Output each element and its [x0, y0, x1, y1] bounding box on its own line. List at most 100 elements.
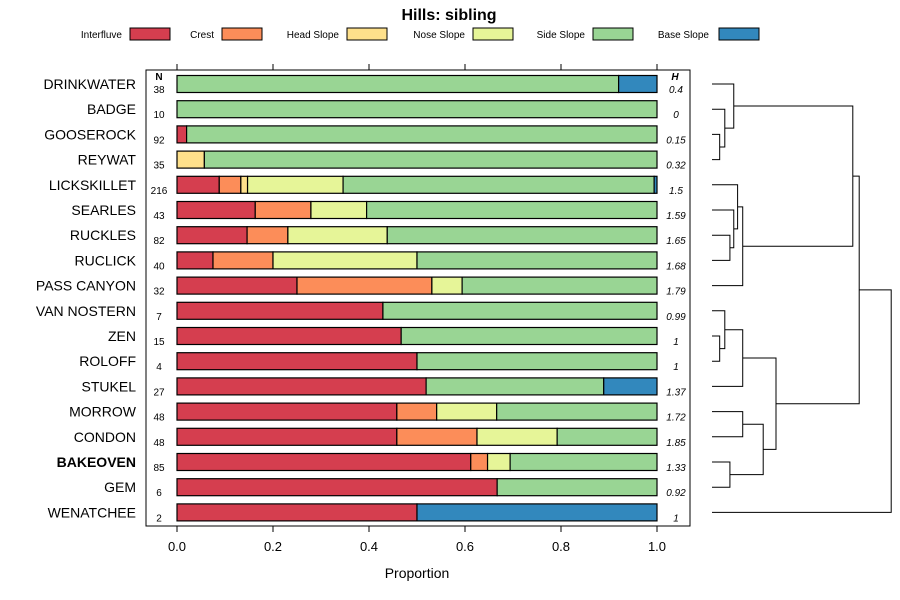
row-n-value: 32: [153, 287, 165, 298]
legend-swatch: [346, 27, 388, 41]
bar-segment: [218, 175, 242, 194]
dendrogram-link: [712, 83, 735, 129]
row-label: MORROW: [69, 404, 137, 420]
row-h-value: 0.92: [666, 488, 686, 499]
row-label: VAN NOSTERN: [36, 303, 136, 319]
row-h-value: 1.68: [666, 261, 686, 272]
row-h-value: 1.85: [666, 438, 686, 449]
bar-segment: [653, 175, 658, 194]
x-tick-label: 1.0: [648, 539, 666, 554]
bar-segment: [400, 326, 658, 346]
row-h-value: 1.37: [666, 387, 686, 398]
bar-segment: [176, 175, 220, 194]
row-h-value: 1.72: [666, 413, 686, 424]
row-label: REYWAT: [78, 152, 137, 168]
row-n-value: 7: [156, 312, 162, 323]
bar-segment: [396, 427, 478, 446]
dendrogram-link: [729, 423, 764, 476]
bar-segment: [212, 251, 274, 270]
bar-segment: [342, 175, 655, 194]
row-n-value: 43: [153, 211, 165, 222]
row-h-value: 0.4: [669, 85, 683, 96]
dendrogram-link: [712, 310, 726, 350]
rows: DRINKWATER 38 0.4 BADGE 10 0 GOOSEROCK 92 0.15 RE…: [36, 74, 686, 524]
row-h-value: 0.99: [666, 312, 686, 323]
legend-swatch: [472, 27, 514, 41]
bar-segment: [461, 276, 658, 295]
row-h-value: 1.79: [666, 287, 686, 298]
row-label: PASS CANYON: [36, 278, 136, 294]
x-tick-label: 0.4: [360, 539, 378, 554]
bar-segment: [556, 427, 658, 446]
dendrogram-link: [712, 289, 892, 513]
row-label: BADGE: [87, 101, 136, 117]
bar-segment: [436, 402, 498, 421]
bar-segment: [416, 503, 658, 522]
row-h-value: 1: [673, 337, 679, 348]
row-label: SEARLES: [71, 202, 136, 218]
row-n-value: 35: [153, 161, 165, 172]
row-label: GEM: [104, 479, 136, 495]
row-label: DRINKWATER: [43, 76, 136, 92]
row-label: CONDON: [74, 429, 136, 445]
row-h-value: 0: [673, 110, 679, 121]
dendrogram-link: [776, 175, 860, 405]
dendrogram-link: [712, 108, 726, 148]
row-n-value: 15: [153, 337, 165, 348]
dendrogram-link: [712, 133, 721, 161]
bar-segment: [366, 200, 658, 220]
bar-segment: [176, 226, 248, 245]
bar-segment: [176, 452, 472, 472]
legend: Interfluve Crest Head Slope Nose Slope Side …: [81, 27, 760, 41]
row-n-value: 85: [153, 463, 165, 474]
x-axis: 0.0 0.2 0.4 0.6 0.8 1.0: [168, 64, 666, 554]
dendrogram-link: [742, 357, 777, 450]
bar-segment: [310, 200, 368, 220]
bar-segment: [176, 352, 418, 371]
dendrogram-link: [712, 411, 744, 438]
row-n-value: 38: [153, 85, 165, 96]
row-n-value: 2: [156, 513, 162, 524]
x-tick-label: 0.0: [168, 539, 186, 554]
row-n-value: 48: [153, 438, 165, 449]
row-label: RUCLICK: [75, 252, 137, 268]
bar-segment: [203, 150, 658, 169]
bar-segment: [416, 352, 658, 371]
row-n-value: 4: [156, 362, 162, 373]
bar-segment: [396, 402, 438, 421]
bar-segment: [186, 125, 658, 144]
row-label: ROLOFF: [79, 353, 136, 369]
row-n-value: 10: [153, 110, 165, 121]
bar-segment: [176, 74, 620, 94]
bar-segment: [603, 377, 658, 396]
row-h-value: 1.33: [666, 463, 686, 474]
x-axis-label: Proportion: [385, 565, 450, 581]
bar-segment: [272, 251, 418, 270]
row-h-value: 1: [673, 513, 679, 524]
chart-title: Hills: sibling: [401, 7, 496, 24]
legend-label: Base Slope: [658, 30, 710, 41]
bar-segment: [287, 226, 388, 245]
row-label: WENATCHEE: [48, 504, 136, 520]
h-column-header: H: [671, 72, 679, 83]
bar-segment: [176, 251, 214, 270]
bar-segment: [176, 200, 256, 220]
legend-swatch: [592, 27, 634, 41]
dendrogram-link: [712, 461, 731, 488]
legend-label: Head Slope: [287, 30, 340, 41]
row-label: RUCKLES: [70, 227, 136, 243]
bar-segment: [431, 276, 463, 295]
row-label: GOOSEROCK: [44, 126, 136, 142]
bar-segment: [246, 175, 344, 194]
bar-segment: [176, 503, 418, 522]
bar-segment: [240, 175, 249, 194]
row-label: BAKEOVEN: [57, 454, 136, 470]
n-column-header: N: [155, 72, 162, 83]
legend-swatch: [129, 27, 171, 41]
bar-segment: [176, 276, 298, 295]
bar-segment: [416, 251, 658, 270]
bar-segment: [254, 200, 312, 220]
bar-segment: [176, 402, 398, 421]
row-n-value: 92: [153, 135, 165, 146]
dendrogram-link: [733, 105, 854, 247]
